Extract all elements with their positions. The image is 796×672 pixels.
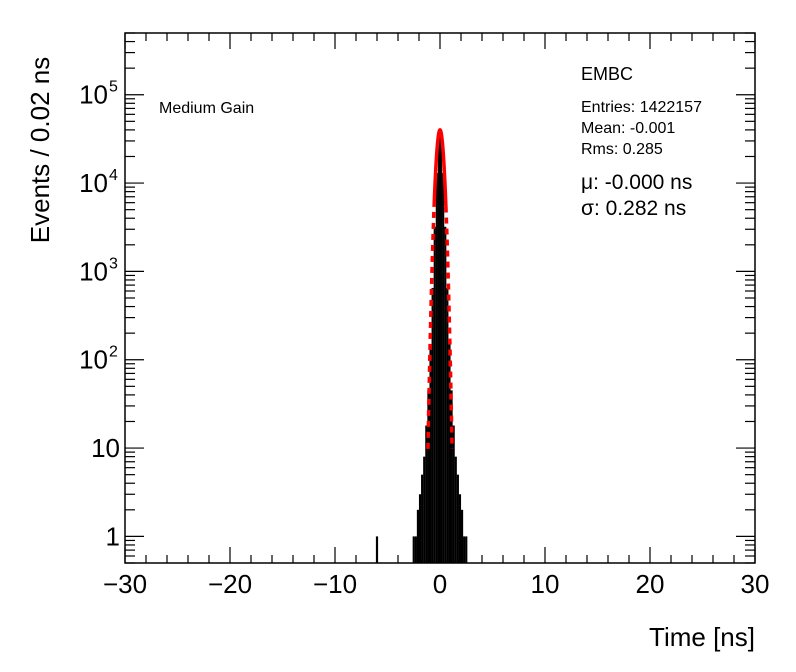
histogram-bar <box>463 536 466 563</box>
histogram-bar <box>442 173 445 563</box>
histogram-bar <box>450 390 453 563</box>
x-tick-label: −30 <box>103 569 147 599</box>
fit-mu-label: μ: -0.000 ns <box>581 171 692 194</box>
x-axis-label: Time [ns] <box>649 622 755 652</box>
histogram-bar <box>414 536 417 563</box>
histogram-bar <box>433 226 436 564</box>
y-tick-label: 10 <box>79 80 108 110</box>
x-tick-label: −10 <box>313 569 357 599</box>
histogram-bar <box>375 536 379 563</box>
gain-label: Medium Gain <box>159 100 254 117</box>
histogram-bar <box>448 344 451 563</box>
stats-entries: Entries: 1422157 <box>581 99 702 116</box>
x-tick-label: 30 <box>741 569 770 599</box>
histogram-bar <box>429 344 432 563</box>
histogram-bar <box>458 494 462 563</box>
histogram-bar <box>454 456 457 563</box>
histogram-bar <box>412 536 415 563</box>
histogram-bar <box>425 425 428 563</box>
histogram-bar <box>431 287 434 563</box>
fit-curve-tail-left <box>426 206 436 449</box>
x-tick-label: 20 <box>636 569 665 599</box>
histogram-bar <box>416 509 420 563</box>
x-tick-label: −20 <box>208 569 252 599</box>
y-tick-exponent: 3 <box>109 255 118 272</box>
histogram-layer <box>375 129 468 564</box>
histogram-bar <box>452 425 455 563</box>
stats-mean: Mean: -0.001 <box>581 120 675 137</box>
histogram-bar <box>435 173 438 563</box>
histogram-bar <box>421 474 424 563</box>
y-axis-label: Events / 0.02 ns <box>25 57 55 243</box>
fit-curve-core <box>432 128 448 207</box>
histogram-bar <box>439 137 443 563</box>
fit-sigma-label: σ: 0.282 ns <box>581 197 686 220</box>
y-tick-label: 10 <box>79 345 108 375</box>
y-tick-label: 1 <box>106 521 120 551</box>
fit-curve-tail-right <box>444 206 454 449</box>
histogram-bar <box>460 509 464 563</box>
x-tick-label: 0 <box>433 569 447 599</box>
histogram-bar <box>444 226 447 564</box>
x-tick-label: 10 <box>531 569 560 599</box>
histogram-bar <box>456 474 459 563</box>
y-tick-exponent: 2 <box>109 344 118 361</box>
stats-title: EMBC <box>581 64 633 84</box>
y-tick-label: 10 <box>91 433 120 463</box>
histogram-bar <box>423 456 426 563</box>
histogram-bar <box>427 390 430 563</box>
histogram-bar <box>465 536 468 563</box>
fit-layer <box>426 128 454 449</box>
y-tick-exponent: 4 <box>109 167 118 184</box>
stats-rms: Rms: 0.285 <box>581 141 663 158</box>
y-tick-label: 10 <box>79 168 108 198</box>
tick-marks <box>124 32 756 564</box>
y-tick-exponent: 5 <box>109 79 118 96</box>
y-tick-label: 10 <box>79 256 108 286</box>
histogram-bar <box>418 494 422 563</box>
histogram-bar <box>446 287 449 563</box>
